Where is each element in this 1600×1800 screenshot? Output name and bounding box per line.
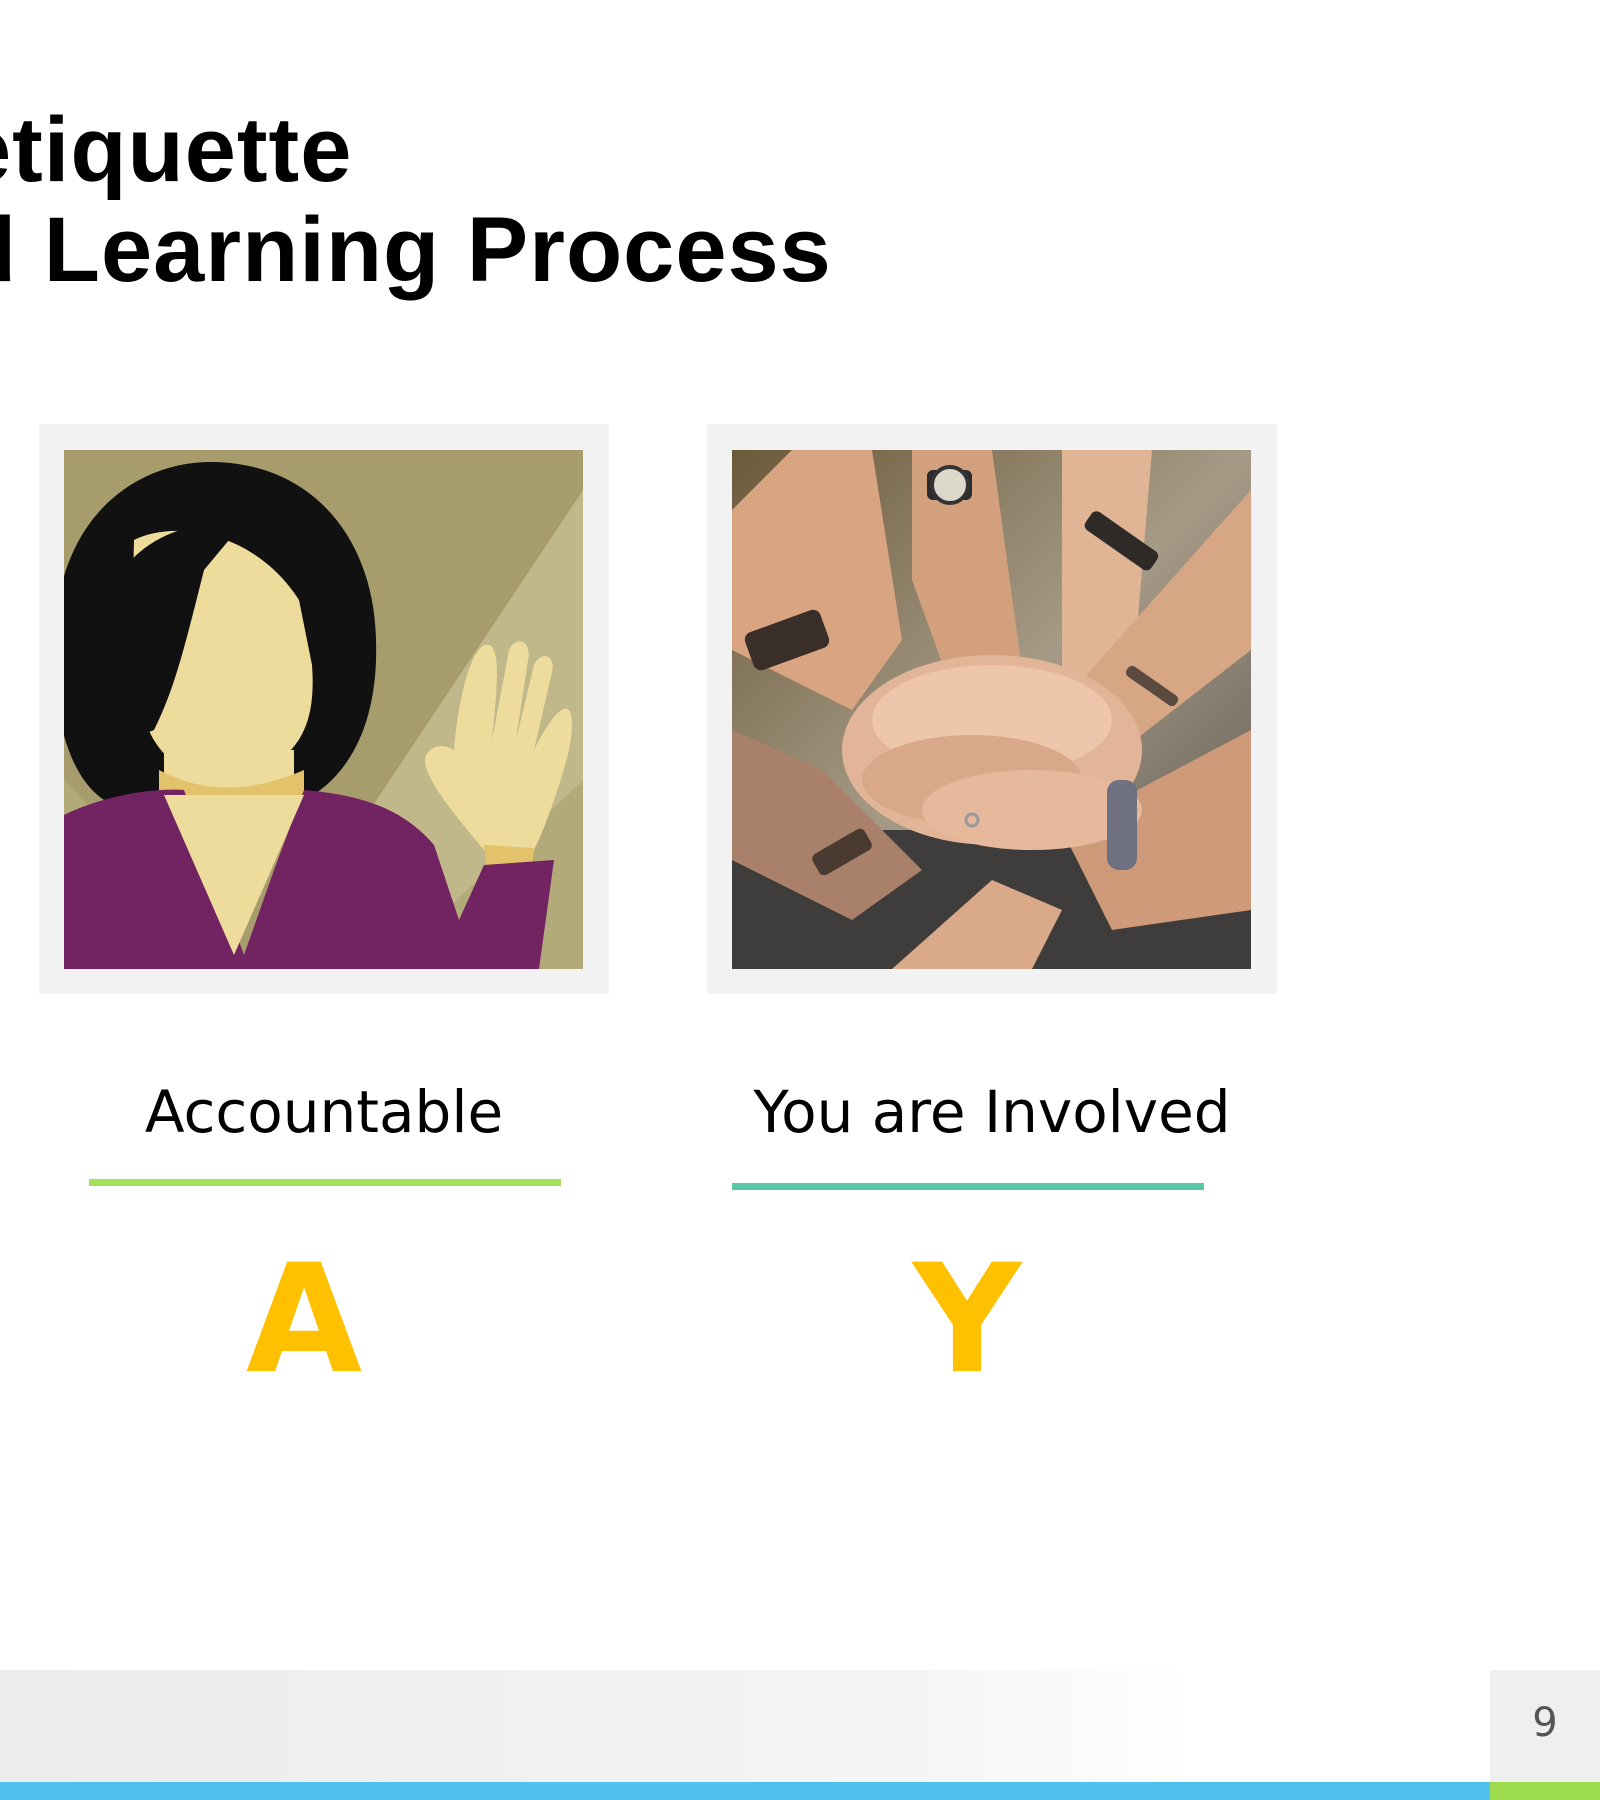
image-card-involved — [707, 424, 1277, 994]
woman-raising-hand-illustration — [64, 450, 583, 969]
page-number-box: 9 — [1490, 1670, 1600, 1782]
label-you-are-involved: You are Involved — [753, 1078, 1231, 1146]
slide-title: etiquette d Learning Process — [0, 100, 832, 300]
page-number: 9 — [1532, 1700, 1558, 1746]
footer-band — [0, 1670, 1490, 1782]
stacked-hands-photo — [732, 450, 1251, 969]
title-line-1: etiquette — [0, 99, 353, 201]
label-accountable: Accountable — [144, 1078, 504, 1146]
image-card-accountable — [39, 424, 609, 994]
letter-a: A — [245, 1233, 363, 1407]
underline-accountable — [89, 1179, 561, 1186]
letter-y: Y — [912, 1233, 1022, 1407]
underline-you-are-involved — [732, 1183, 1204, 1190]
title-line-2: d Learning Process — [0, 199, 832, 301]
footer-accent-green — [1490, 1782, 1600, 1800]
footer-accent-blue — [0, 1782, 1490, 1800]
